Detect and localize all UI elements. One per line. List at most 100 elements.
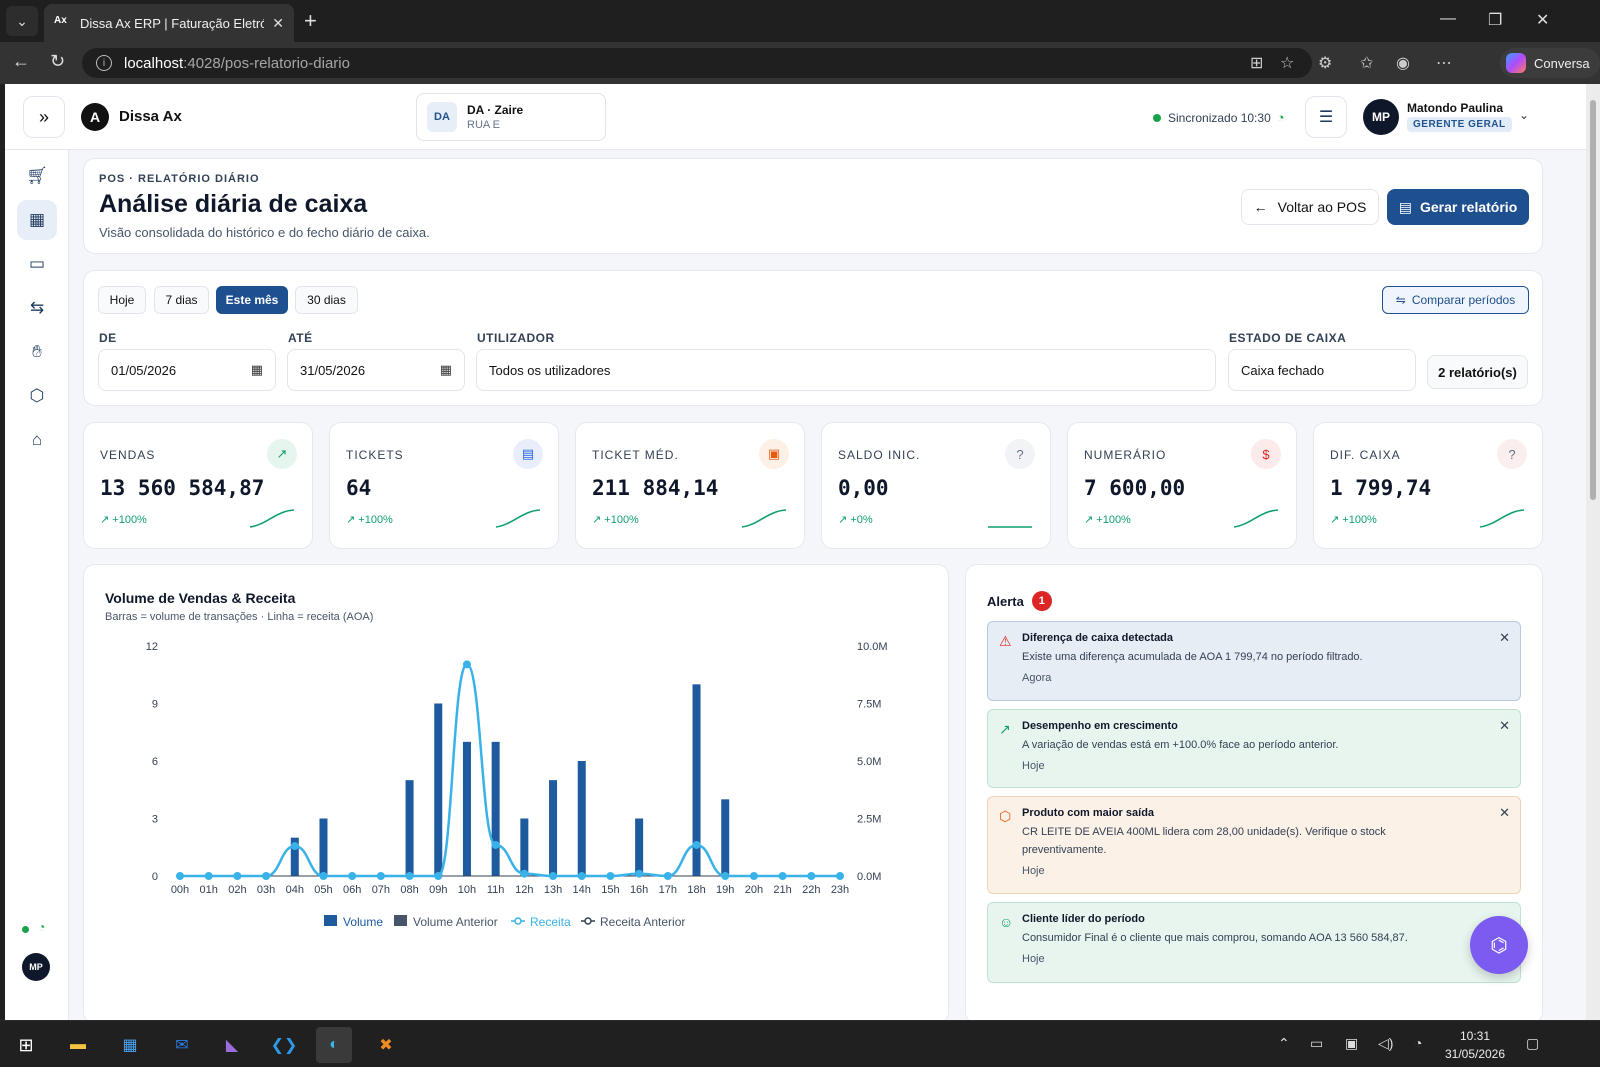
chip-este-mes[interactable]: Este mês	[216, 286, 288, 314]
kpi-numerario: NUMERÁRIO $ 7 600,00 ↗ +100%	[1067, 422, 1297, 549]
calendar-icon[interactable]: ▦	[439, 362, 452, 377]
legend-label: Receita	[530, 915, 571, 929]
x-tick-label: 07h	[372, 884, 390, 896]
back-to-pos-button[interactable]: ← Voltar ao POS	[1241, 189, 1379, 225]
alert-title: Cliente líder do período	[1022, 913, 1145, 925]
legend-swatch-dot	[514, 917, 522, 925]
chevron-down-icon[interactable]: ⌄	[1519, 108, 1530, 122]
alert-body: A variação de vendas está em +100.0% fac…	[1022, 739, 1339, 751]
volume-bar	[290, 837, 299, 876]
reload-icon[interactable]: ↻	[50, 51, 66, 71]
assistant-bot-button[interactable]: ⌬	[1470, 916, 1528, 974]
alert-time: Hoje	[1022, 760, 1045, 772]
scrollbar-thumb[interactable]	[1590, 100, 1596, 500]
sparkline	[1479, 509, 1525, 528]
users-icon: ☺	[999, 914, 1014, 930]
user-select[interactable]: Todos os utilizadores	[476, 349, 1216, 391]
kpi-trend: ↗ +100%	[592, 514, 639, 526]
kpi-trend: ↗ +100%	[1330, 514, 1377, 526]
outlook-icon[interactable]: ✉	[175, 1037, 189, 1054]
revenue-point	[836, 872, 844, 880]
back-icon[interactable]: ←	[12, 51, 30, 71]
chevron-up-icon[interactable]: ⌃	[1278, 1035, 1290, 1051]
expand-sidebar-button[interactable]: »	[23, 96, 65, 138]
calendar-icon[interactable]: ▦	[17, 200, 57, 240]
close-tab-icon[interactable]: ✕	[272, 14, 284, 31]
arrow-left-icon: ←	[1253, 199, 1268, 215]
date-to-input[interactable]: 31/05/2026 ▦	[287, 349, 465, 391]
revenue-point	[434, 872, 443, 880]
volume-bar	[520, 818, 529, 876]
store-selector[interactable]: DA DA · Zaire RUA E	[416, 93, 606, 141]
url-bar[interactable]: i localhost:4028/pos-relatorio-diario	[82, 48, 1312, 78]
home-icon[interactable]: ⌂	[31, 430, 43, 449]
cart-icon[interactable]: 🛒︎	[26, 166, 48, 185]
hand-coins-icon[interactable]: ✋︎	[32, 342, 42, 361]
transfer-icon[interactable]: ⇆	[29, 298, 45, 317]
alert-title: Desempenho em crescimento	[1022, 720, 1178, 732]
inbox-icon[interactable]: ▭	[28, 254, 46, 273]
chip-7-dias[interactable]: 7 dias	[154, 286, 209, 314]
revenue-point	[692, 840, 701, 849]
x-tick-label: 20h	[745, 884, 763, 896]
profile-icon[interactable]: ◉	[1396, 55, 1410, 72]
revenue-point	[549, 872, 558, 880]
chip-hoje[interactable]: Hoje	[98, 286, 146, 314]
box-icon[interactable]: ⬡	[29, 386, 45, 405]
edge-icon[interactable]: ◐	[316, 1027, 352, 1063]
kpi-tickets: TICKETS ▤ 64 ↗ +100%	[329, 422, 559, 549]
vscode-icon[interactable]: ❮❯	[270, 1037, 298, 1054]
sidebar-avatar[interactable]: MP	[22, 953, 50, 981]
site-info-icon[interactable]: i	[96, 55, 112, 71]
close-icon[interactable]: ✕	[1499, 630, 1510, 645]
sales-chart: 0 3 6 9 12 0.0M 2.5M 5.0M 7.5M 10.0M 00h 01h 02h 03h 0…	[146, 641, 888, 929]
meet-icon[interactable]: ▣	[1345, 1035, 1359, 1051]
restore-icon[interactable]: ❐	[1488, 12, 1503, 29]
x-tick-label: 16h	[630, 884, 648, 896]
more-icon[interactable]: ⋯	[1436, 55, 1452, 72]
minimize-icon[interactable]: —	[1440, 10, 1456, 27]
kpi-label: DIF. CAIXA	[1330, 448, 1401, 462]
kpi-label: NUMERÁRIO	[1084, 448, 1167, 462]
notifications-icon[interactable]: ▢	[1526, 1035, 1540, 1051]
close-icon[interactable]: ✕	[1499, 718, 1510, 733]
page-scrollbar[interactable]	[1586, 84, 1600, 1020]
app-available-icon[interactable]: ⊞	[1250, 55, 1264, 72]
windows-start-icon[interactable]: ⊞	[18, 1034, 34, 1055]
sidebar: 🛒︎ ▦ ▭ ⇆ ✋︎ ⬡ ⌂ ◔ MP	[5, 150, 69, 1020]
close-icon[interactable]: ✕	[1499, 805, 1510, 820]
extensions-icon[interactable]: ⚙	[1318, 55, 1333, 72]
app-viewport: » A Dissa Ax DA DA · Zaire RUA E Sincron…	[5, 84, 1586, 1020]
store-icon[interactable]: ▦	[122, 1037, 138, 1054]
report-count-badge: 2 relatório(s)	[1427, 355, 1528, 389]
revenue-point	[778, 872, 787, 880]
visual-studio-icon[interactable]: ◣	[225, 1037, 239, 1054]
avatar[interactable]: MP	[1363, 99, 1399, 135]
wifi-icon[interactable]: ◔	[1414, 1035, 1423, 1051]
volume-icon[interactable]: ◁)	[1378, 1035, 1394, 1051]
new-tab-icon[interactable]: +	[304, 8, 317, 33]
xampp-icon[interactable]: ✖	[379, 1037, 393, 1054]
generate-report-button[interactable]: ▤ Gerar relatório	[1387, 189, 1529, 225]
favorite-star-icon[interactable]: ☆	[1280, 55, 1295, 72]
file-explorer-icon[interactable]: ▬	[70, 1036, 86, 1053]
system-clock[interactable]: 10:31 31/05/2026	[1440, 1027, 1510, 1063]
settings-sliders-button[interactable]: ☰	[1305, 96, 1347, 138]
date-from-input[interactable]: 01/05/2026 ▦	[98, 349, 276, 391]
chip-30-dias[interactable]: 30 dias	[295, 286, 358, 314]
cash-state-select[interactable]: Caixa fechado	[1228, 349, 1416, 391]
revenue-point	[204, 872, 213, 880]
browser-tab-active[interactable]: Ax Dissa Ax ERP | Faturação Eletrónica ✕	[44, 4, 294, 42]
favorites-icon[interactable]: ✩	[1360, 55, 1374, 72]
calendar-icon[interactable]: ▦	[250, 362, 263, 377]
legend-label: Receita Anterior	[600, 915, 685, 929]
x-tick-label: 14h	[573, 884, 591, 896]
sparkline	[495, 509, 541, 528]
copilot-button[interactable]: Conversa	[1500, 48, 1600, 78]
compare-label: Comparar períodos	[1411, 293, 1516, 307]
battery-icon[interactable]: ▭	[1310, 1035, 1324, 1051]
compare-periods-button[interactable]: ⇋ Comparar períodos	[1382, 286, 1529, 314]
tab-actions-menu[interactable]: ⌄	[6, 6, 38, 36]
wallet-icon: ▣	[759, 439, 789, 469]
close-window-icon[interactable]: ✕	[1536, 12, 1550, 29]
